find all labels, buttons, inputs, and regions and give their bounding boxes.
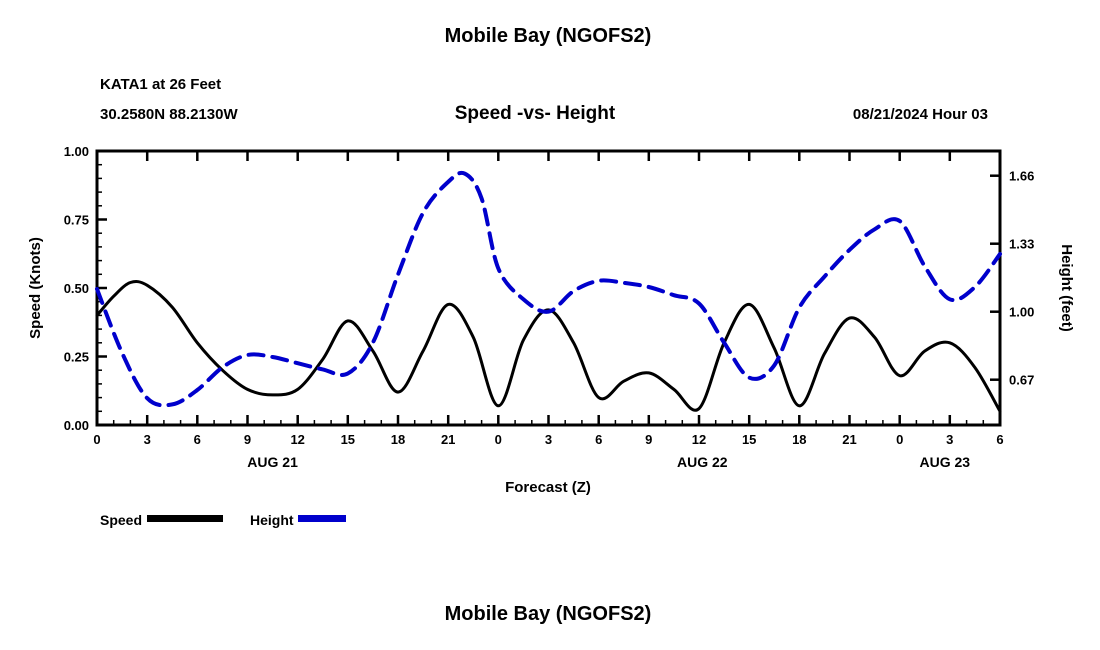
y-left-tick-label: 0.75: [64, 213, 89, 228]
bottom-title: Mobile Bay (NGOFS2): [445, 603, 652, 625]
y-left-tick-label: 0.50: [64, 281, 89, 296]
x-date-label: AUG 22: [677, 454, 728, 470]
speed-line: [95, 280, 1002, 413]
x-date-label: AUG 21: [247, 454, 298, 470]
x-tick-label: 0: [896, 432, 903, 447]
height-line: [95, 170, 1002, 408]
x-tick-label: 15: [341, 432, 355, 447]
x-date-label: AUG 23: [920, 454, 971, 470]
x-tick-label: 9: [244, 432, 251, 447]
legend: Speed Height: [100, 512, 346, 528]
x-tick-label: 21: [441, 432, 455, 447]
left-axis-title: Speed (Knots): [27, 237, 44, 339]
x-tick-label: 6: [595, 432, 602, 447]
y-left-tick-label: 0.00: [64, 418, 89, 433]
station-label: KATA1 at 26 Feet: [100, 76, 221, 93]
x-tick-label: 9: [645, 432, 652, 447]
legend-height-label: Height: [250, 512, 294, 528]
x-tick-label: 12: [290, 432, 304, 447]
x-axis-title: Forecast (Z): [505, 479, 591, 496]
y-right-tick-label: 1.66: [1009, 169, 1034, 184]
x-tick-label: 6: [996, 432, 1003, 447]
x-tick-label: 3: [144, 432, 151, 447]
y-left-tick-label: 0.25: [64, 350, 89, 365]
y-right-tick-label: 1.33: [1009, 237, 1034, 252]
x-tick-label: 15: [742, 432, 756, 447]
datetime-label: 08/21/2024 Hour 03: [853, 106, 988, 123]
y-right-tick-label: 1.00: [1009, 305, 1034, 320]
x-tick-label: 12: [692, 432, 706, 447]
page-title: Mobile Bay (NGOFS2): [445, 25, 652, 47]
plot-border: [95, 149, 1002, 427]
plot-area: 0 3 6 9 12 15 18 21 0 3 6 9 12 15 18 21 0 3 6 AUG 21 AUG 22 A…: [64, 144, 1035, 470]
height-legend-swatch: [298, 515, 346, 522]
y-left-tick-label: 1.00: [64, 144, 89, 159]
x-tick-label: 18: [792, 432, 806, 447]
x-tick-label: 3: [545, 432, 552, 447]
legend-speed-label: Speed: [100, 512, 142, 528]
chart-subtitle: Speed -vs- Height: [455, 103, 616, 124]
x-tick-label: 6: [194, 432, 201, 447]
right-axis-title: Height (feet): [1058, 244, 1075, 332]
speed-legend-swatch: [147, 515, 223, 522]
x-tick-label: 0: [93, 432, 100, 447]
x-tick-label: 18: [391, 432, 405, 447]
y-right-tick-label: 0.67: [1009, 373, 1034, 388]
x-tick-label: 21: [842, 432, 856, 447]
x-tick-label: 0: [495, 432, 502, 447]
x-tick-label: 3: [946, 432, 953, 447]
coordinates-label: 30.2580N 88.2130W: [100, 106, 238, 123]
